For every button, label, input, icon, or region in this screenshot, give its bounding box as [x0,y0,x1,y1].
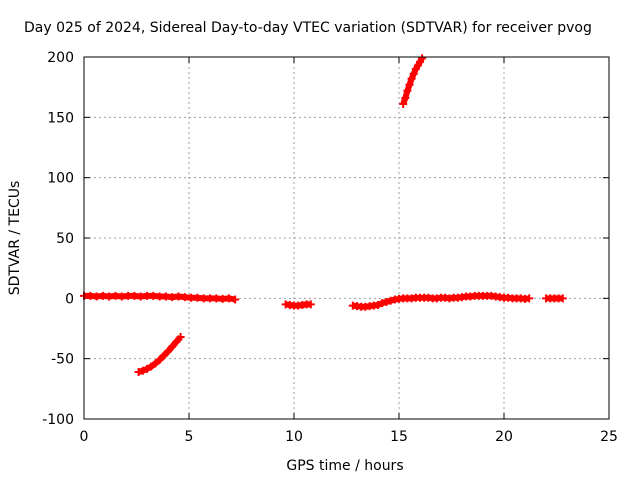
y-tick-label: 0 [65,291,74,307]
data-point [418,54,427,63]
data-series [348,291,534,311]
chart-title: Day 025 of 2024, Sidereal Day-to-day VTE… [24,20,592,36]
x-tick-label: 25 [600,429,618,445]
data-series [134,332,185,376]
x-tick-label: 5 [185,429,194,445]
data-point [168,342,177,351]
data-point [172,337,181,346]
plot-frame [83,56,610,420]
data-series [80,291,240,304]
y-tick-label: 50 [56,231,74,247]
data-series [542,294,567,303]
data-point [382,297,391,306]
data-point [409,69,418,78]
data-point [164,347,172,356]
series-trace [400,56,425,106]
y-tick-label: -100 [42,412,74,428]
data-point [224,294,233,303]
data-point [407,74,416,83]
data-points [80,54,567,376]
data-point [155,355,164,364]
data-point [176,332,185,341]
data-point [405,80,414,89]
x-tick-label: 20 [495,429,513,445]
data-point [134,367,143,376]
data-point [159,351,168,360]
data-point [399,100,408,109]
x-tick-label: 0 [80,429,89,445]
x-tick-label: 15 [390,429,408,445]
y-axis-label: SDTVAR / TECUs [7,181,23,296]
y-tick-label: 200 [47,50,74,66]
data-point [143,364,151,373]
data-point [138,366,147,375]
data-series [399,54,427,109]
y-tick-label: -50 [51,352,74,368]
data-point [147,362,156,371]
data-point [386,296,395,305]
data-point [403,86,412,95]
data-point [558,294,567,303]
data-point [374,300,382,309]
x-tick-label: 10 [285,429,303,445]
data-point [525,294,534,303]
data-series [281,300,315,310]
x-axis-label: GPS time / hours [286,458,403,474]
grid-lines [84,57,609,419]
data-point [231,295,240,304]
data-point [151,359,160,368]
data-point [306,300,315,309]
axis-ticks: 0 5 10 15 20 25 -100 -50 0 50 100 150 200 [42,50,618,445]
data-point [401,94,410,103]
y-tick-label: 100 [47,171,74,187]
data-point [378,299,387,308]
y-tick-label: 150 [47,110,74,126]
